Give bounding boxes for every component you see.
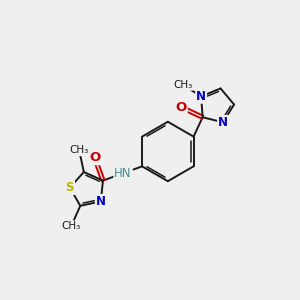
Text: S: S — [66, 181, 74, 194]
Text: N: N — [96, 195, 106, 208]
Text: N: N — [218, 116, 228, 129]
Text: CH₃: CH₃ — [70, 145, 89, 155]
Text: CH₃: CH₃ — [61, 221, 81, 231]
Text: HN: HN — [114, 167, 132, 180]
Text: O: O — [89, 151, 100, 164]
Text: O: O — [176, 101, 187, 114]
Text: N: N — [196, 90, 206, 103]
Text: CH₃: CH₃ — [173, 80, 192, 90]
